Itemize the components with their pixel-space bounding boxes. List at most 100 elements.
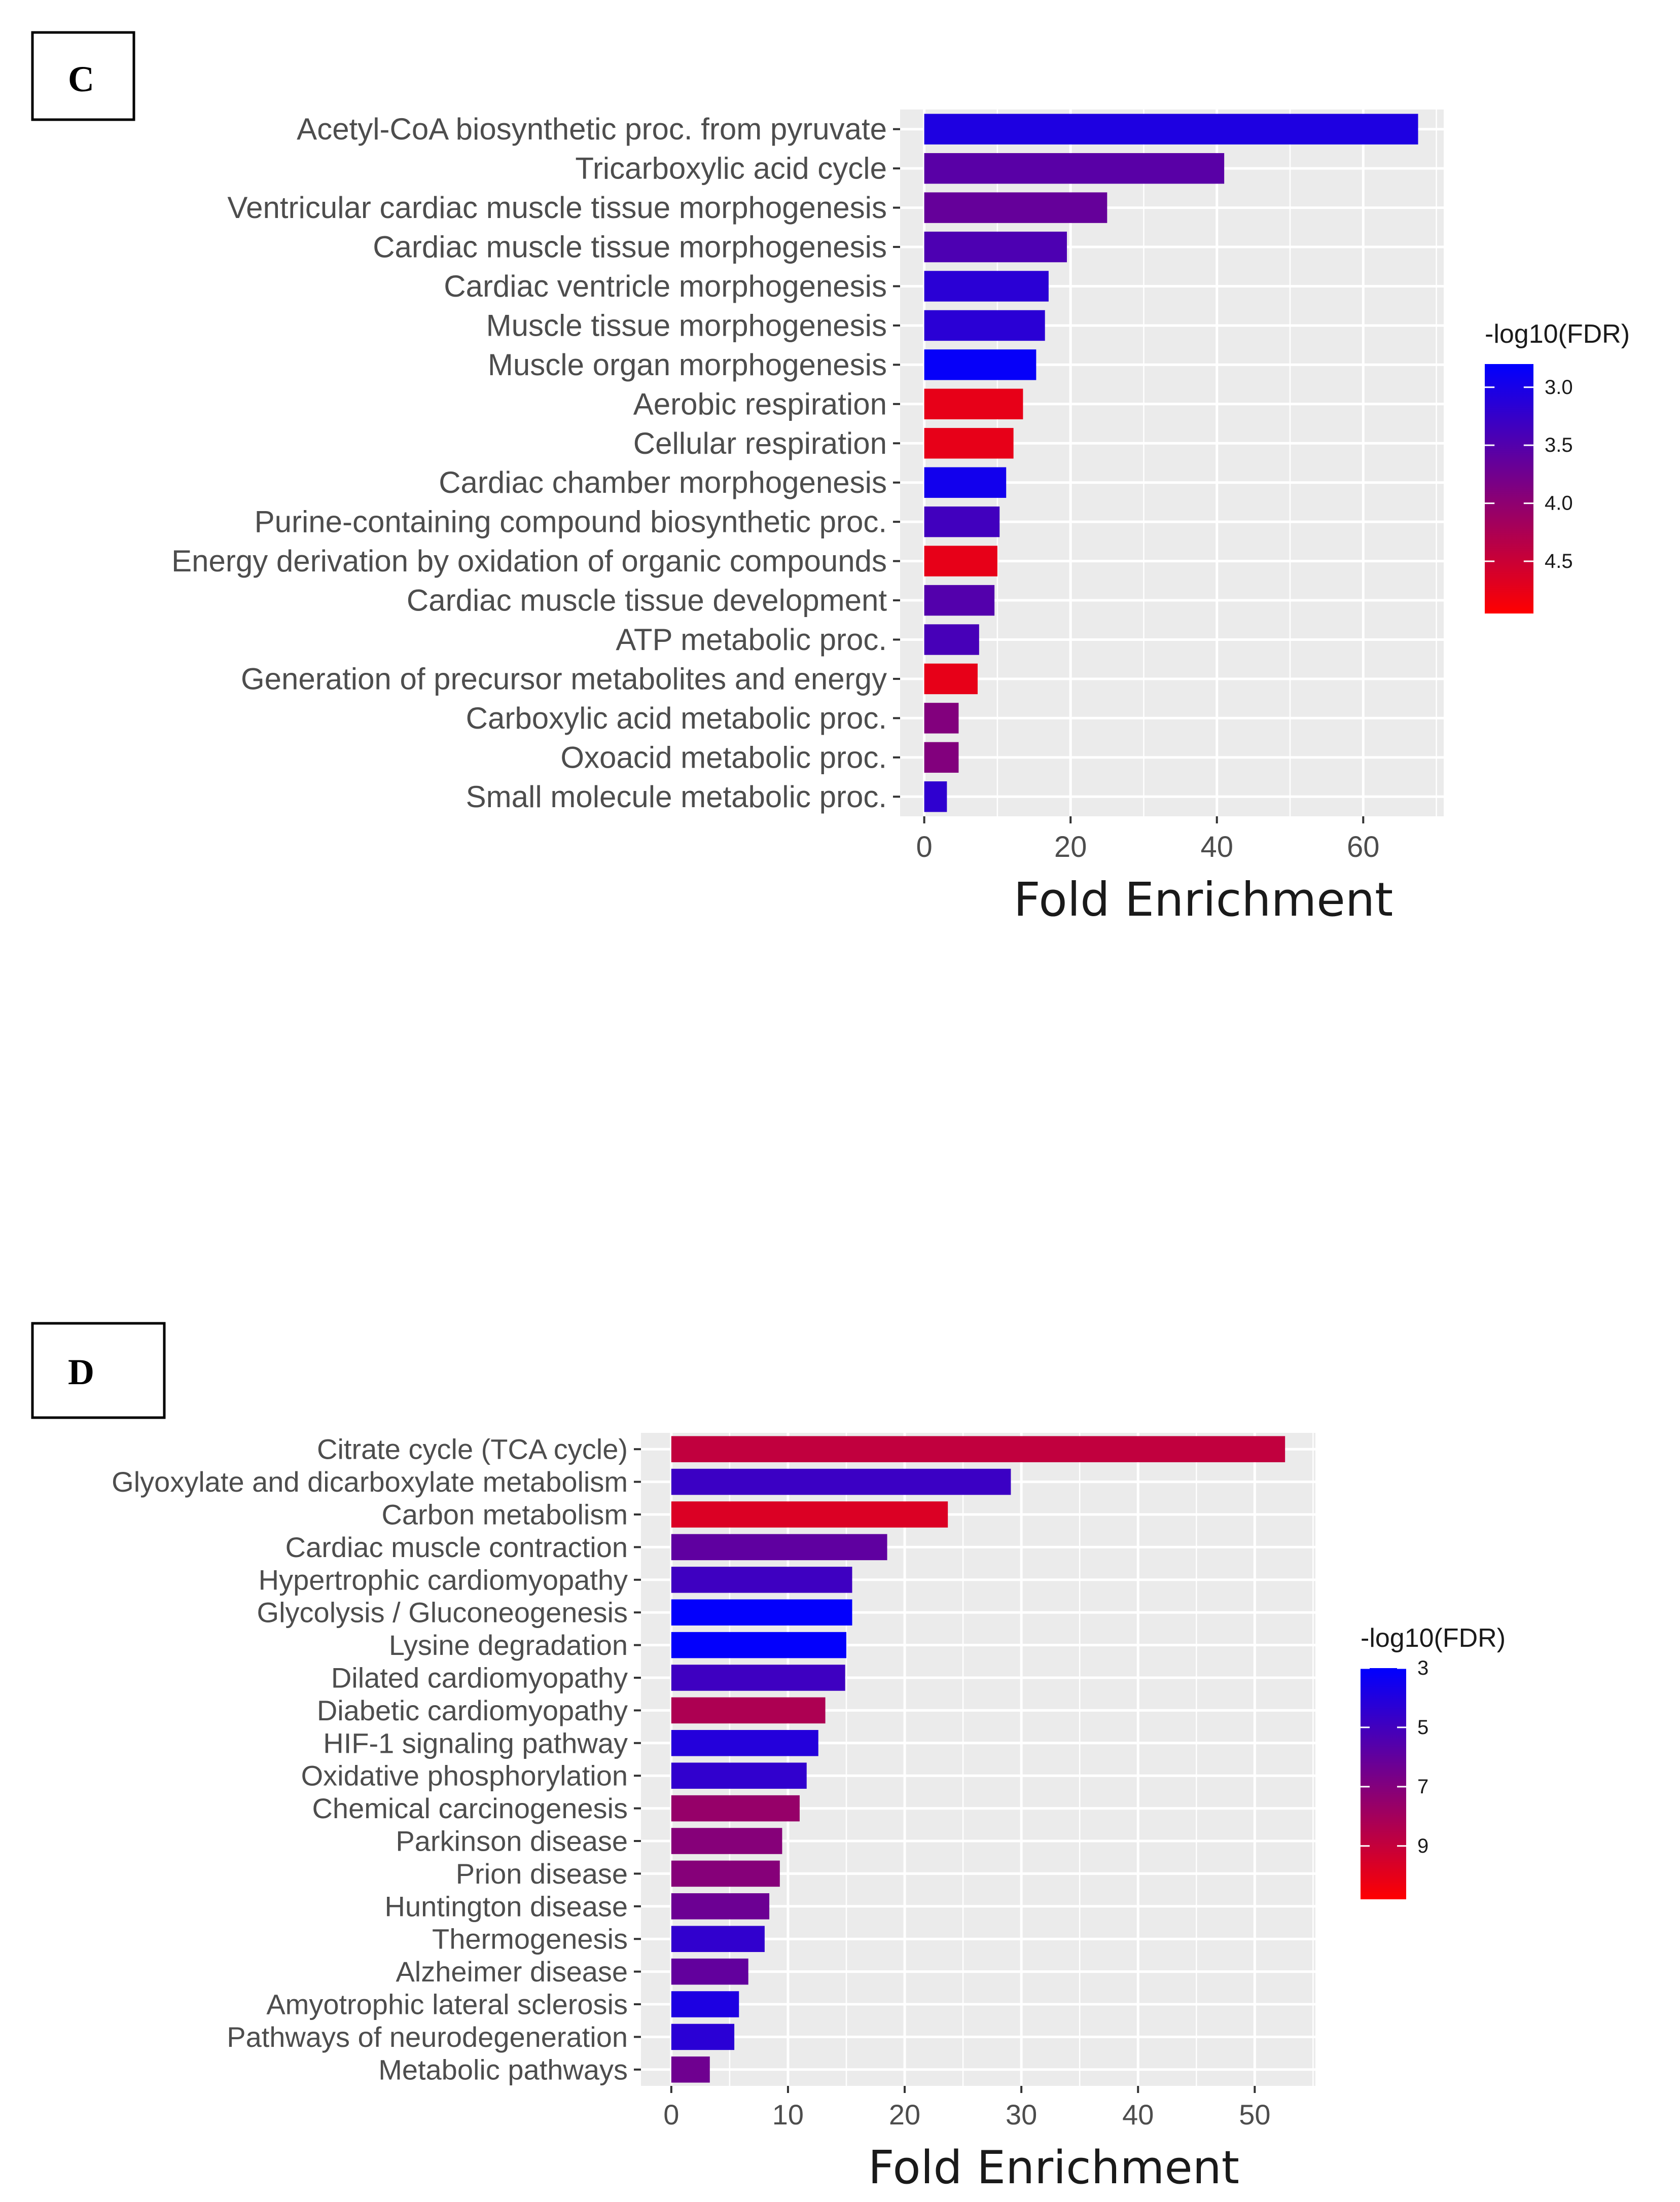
bar <box>924 428 1014 459</box>
bar <box>671 1860 780 1887</box>
x-tick-label: 30 <box>1006 2099 1037 2131</box>
bar <box>671 2056 710 2083</box>
bar <box>671 1730 818 1756</box>
bar <box>671 1991 739 2017</box>
category-label: Acetyl-CoA biosynthetic proc. from pyruv… <box>297 112 887 146</box>
bar <box>671 1468 1011 1495</box>
bar <box>924 153 1225 184</box>
category-label: Thermogenesis <box>432 1923 628 1955</box>
bar <box>671 1665 845 1691</box>
category-label: Energy derivation by oxidation of organi… <box>171 544 887 578</box>
legend-tick-label: 5 <box>1417 1716 1428 1739</box>
x-axis-title-c: Fold Enrichment <box>1014 873 1393 927</box>
category-label: Generation of precursor metabolites and … <box>241 662 887 696</box>
legend-colorbar-d <box>1361 1668 1406 1899</box>
x-tick-label: 20 <box>889 2099 920 2131</box>
bar <box>924 231 1067 263</box>
category-label: Amyotrophic lateral sclerosis <box>266 1989 628 2020</box>
bar <box>671 1795 800 1822</box>
category-label: Ventricular cardiac muscle tissue morpho… <box>227 191 887 225</box>
legend-tick-label: 3 <box>1417 1657 1428 1679</box>
category-label: Pathways of neurodegeneration <box>227 2021 628 2053</box>
category-label: Carboxylic acid metabolic proc. <box>466 701 887 735</box>
category-label: Hypertrophic cardiomyopathy <box>259 1564 628 1596</box>
bar <box>671 1501 948 1528</box>
category-label: Muscle tissue morphogenesis <box>486 308 887 342</box>
chart-panel-d: D Citrate cycle (TCA cycle)Glyoxylate an… <box>31 1322 1506 2194</box>
bar <box>924 388 1023 420</box>
x-tick-labels-c: 0 20 40 60 <box>916 831 1379 863</box>
x-tick-label: 40 <box>1200 831 1233 863</box>
category-label: Cardiac chamber morphogenesis <box>439 465 887 499</box>
category-label: Lysine degradation <box>389 1629 628 1661</box>
legend-title-d: -log10(FDR) <box>1361 1623 1506 1653</box>
legend-tick-label: 4.0 <box>1545 492 1573 515</box>
legend-ticks-d: 3 5 7 9 <box>1361 1657 1428 1857</box>
category-label: Chemical carcinogenesis <box>312 1792 628 1824</box>
legend-tick-label: 9 <box>1417 1835 1428 1857</box>
x-tick-labels-d: 0 10 20 30 40 50 <box>663 2099 1270 2131</box>
bar <box>924 192 1107 223</box>
bar <box>924 310 1045 341</box>
category-labels-d: Citrate cycle (TCA cycle)Glyoxylate and … <box>112 1433 628 2086</box>
panel-label-box-d <box>31 1322 166 1419</box>
category-label: HIF-1 signaling pathway <box>323 1727 628 1759</box>
x-tick-label: 0 <box>916 831 932 863</box>
bar <box>924 781 947 812</box>
category-label: Cardiac muscle contraction <box>285 1531 628 1563</box>
category-label: Small molecule metabolic proc. <box>466 780 887 814</box>
category-label: Oxidative phosphorylation <box>301 1760 628 1792</box>
category-label: ATP metabolic proc. <box>616 623 887 657</box>
category-labels-c: Acetyl-CoA biosynthetic proc. from pyruv… <box>171 112 887 814</box>
bar <box>671 1828 782 1854</box>
category-label: Cellular respiration <box>633 426 887 460</box>
bar <box>924 349 1036 380</box>
category-label: Citrate cycle (TCA cycle) <box>317 1433 628 1465</box>
bars-d <box>671 1436 1285 2083</box>
panel-label-c: C <box>68 59 94 99</box>
category-label: Parkinson disease <box>396 1825 628 1857</box>
plot-background-c <box>900 110 1444 816</box>
category-label: Carbon metabolism <box>381 1499 628 1531</box>
category-label: Oxoacid metabolic proc. <box>560 740 887 774</box>
x-tick-label: 10 <box>772 2099 804 2131</box>
bar <box>671 2024 735 2050</box>
category-label: Aerobic respiration <box>633 387 887 421</box>
bar <box>671 1567 852 1593</box>
bar <box>671 1632 846 1658</box>
panel-label-box-c <box>31 31 135 121</box>
bar <box>924 703 959 734</box>
category-label: Huntington disease <box>385 1890 628 1922</box>
bar <box>671 1958 748 1985</box>
bar <box>924 585 995 616</box>
chart-panel-c: C Acetyl-CoA biosynthetic proc. from pyr… <box>31 31 1630 927</box>
category-label: Cardiac muscle tissue morphogenesis <box>373 230 887 264</box>
bar <box>924 506 1000 537</box>
category-label: Metabolic pathways <box>378 2053 628 2085</box>
x-tick-label: 20 <box>1054 831 1087 863</box>
bar <box>671 1697 826 1724</box>
bar <box>924 467 1007 498</box>
legend-title-c: -log10(FDR) <box>1485 319 1630 349</box>
category-label: Glyoxylate and dicarboxylate metabolism <box>112 1466 628 1498</box>
category-label: Tricarboxylic acid cycle <box>575 152 887 186</box>
category-label: Cardiac muscle tissue development <box>407 584 887 618</box>
bar <box>924 663 978 695</box>
panel-label-d: D <box>68 1352 94 1392</box>
bar <box>671 1436 1285 1462</box>
category-label: Cardiac ventricle morphogenesis <box>444 269 887 303</box>
bar <box>671 1926 765 1952</box>
bar <box>924 114 1418 145</box>
bar <box>671 1762 807 1789</box>
x-tick-label: 50 <box>1239 2099 1270 2131</box>
legend-ticks-c: 3.0 3.5 4.0 4.5 <box>1485 376 1573 572</box>
legend-tick-label: 3.5 <box>1545 434 1573 456</box>
y-ticks-d <box>634 1448 641 2071</box>
category-label: Diabetic cardiomyopathy <box>317 1694 628 1726</box>
bar <box>671 1893 770 1920</box>
x-ticks-d <box>670 2086 1256 2093</box>
x-tick-label: 0 <box>663 2099 679 2131</box>
legend-tick-label: 7 <box>1417 1776 1428 1798</box>
bar <box>924 546 997 576</box>
